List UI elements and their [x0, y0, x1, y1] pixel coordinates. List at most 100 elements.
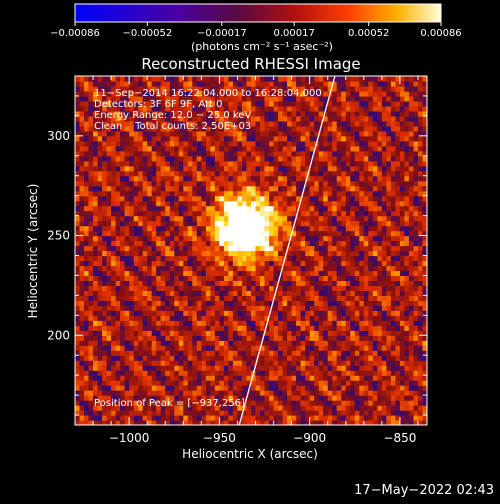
heatmap-cell — [314, 76, 319, 82]
heatmap-cell — [219, 171, 224, 177]
heatmap-cell — [323, 156, 328, 162]
heatmap-cell — [377, 256, 382, 262]
heatmap-cell — [359, 335, 364, 341]
heatmap-cell — [386, 290, 391, 296]
heatmap-cell — [238, 340, 243, 346]
heatmap-cell — [138, 365, 143, 371]
heatmap-cell — [206, 330, 211, 336]
heatmap-cell — [116, 256, 121, 262]
heatmap-cell — [125, 256, 130, 262]
heatmap-cell — [350, 261, 355, 267]
heatmap-cell — [296, 405, 301, 411]
heatmap-cell — [197, 136, 202, 142]
heatmap-cell — [292, 201, 297, 207]
heatmap-cell — [328, 246, 333, 252]
heatmap-cell — [188, 186, 193, 192]
heatmap-cell — [287, 285, 292, 291]
heatmap-cell — [346, 86, 351, 92]
heatmap-cell — [256, 300, 261, 306]
heatmap-cell — [274, 320, 279, 326]
heatmap-cell — [355, 330, 360, 336]
heatmap-cell — [84, 275, 89, 281]
heatmap-cell — [89, 395, 94, 401]
heatmap-cell — [107, 315, 112, 321]
heatmap-cell — [323, 151, 328, 157]
heatmap-cell — [350, 290, 355, 296]
heatmap-cell — [147, 76, 152, 82]
heatmap-cell — [350, 400, 355, 406]
heatmap-cell — [328, 141, 333, 147]
heatmap-cell — [247, 335, 252, 341]
heatmap-cell — [138, 335, 143, 341]
heatmap-cell — [247, 261, 252, 267]
heatmap-cell — [337, 246, 342, 252]
heatmap-cell — [165, 350, 170, 356]
heatmap-cell — [210, 231, 215, 237]
heatmap-cell — [260, 211, 265, 217]
heatmap-cell — [197, 305, 202, 311]
heatmap-cell — [386, 106, 391, 112]
heatmap-cell — [197, 251, 202, 257]
heatmap-cell — [287, 171, 292, 177]
heatmap-cell — [165, 221, 170, 227]
heatmap-cell — [143, 285, 148, 291]
heatmap-cell — [377, 345, 382, 351]
heatmap-cell — [269, 340, 274, 346]
heatmap-cell — [323, 171, 328, 177]
heatmap-cell — [129, 76, 134, 82]
heatmap-cell — [278, 196, 283, 202]
heatmap-cell — [93, 280, 98, 286]
heatmap-cell — [332, 345, 337, 351]
heatmap-cell — [228, 385, 233, 391]
heatmap-cell — [224, 285, 229, 291]
heatmap-cell — [346, 196, 351, 202]
heatmap-cell — [233, 251, 238, 257]
heatmap-cell — [287, 166, 292, 172]
heatmap-cell — [359, 176, 364, 182]
heatmap-cell — [283, 231, 288, 237]
heatmap-cell — [265, 256, 270, 262]
heatmap-cell — [296, 305, 301, 311]
heatmap-cell — [260, 275, 265, 281]
heatmap-cell — [368, 111, 373, 117]
heatmap-cell — [134, 156, 139, 162]
heatmap-cell — [341, 290, 346, 296]
heatmap-cell — [373, 385, 378, 391]
heatmap-cell — [346, 251, 351, 257]
heatmap-cell — [332, 211, 337, 217]
heatmap-cell — [210, 156, 215, 162]
heatmap-cell — [174, 345, 179, 351]
heatmap-cell — [359, 106, 364, 112]
heatmap-cell — [359, 340, 364, 346]
heatmap-cell — [210, 295, 215, 301]
heatmap-cell — [111, 380, 116, 386]
heatmap-cell — [116, 191, 121, 197]
heatmap-cell — [215, 320, 220, 326]
heatmap-cell — [156, 275, 161, 281]
heatmap-cell — [129, 320, 134, 326]
heatmap-cell — [183, 201, 188, 207]
heatmap-cell — [260, 231, 265, 237]
heatmap-cell — [332, 86, 337, 92]
heatmap-cell — [332, 320, 337, 326]
heatmap-cell — [89, 91, 94, 97]
heatmap-cell — [377, 405, 382, 411]
heatmap-cell — [228, 156, 233, 162]
heatmap-cell — [391, 186, 396, 192]
heatmap-cell — [75, 285, 80, 291]
heatmap-cell — [206, 345, 211, 351]
heatmap-cell — [161, 410, 166, 416]
heatmap-cell — [355, 241, 360, 247]
heatmap-cell — [120, 380, 125, 386]
heatmap-cell — [238, 211, 243, 217]
heatmap-cell — [107, 216, 112, 222]
heatmap-cell — [359, 275, 364, 281]
heatmap-cell — [93, 191, 98, 197]
heatmap-cell — [89, 345, 94, 351]
heatmap-cell — [350, 280, 355, 286]
heatmap-cell — [287, 101, 292, 107]
heatmap-cell — [373, 315, 378, 321]
heatmap-cell — [364, 335, 369, 341]
heatmap-cell — [215, 325, 220, 331]
heatmap-cell — [256, 395, 261, 401]
